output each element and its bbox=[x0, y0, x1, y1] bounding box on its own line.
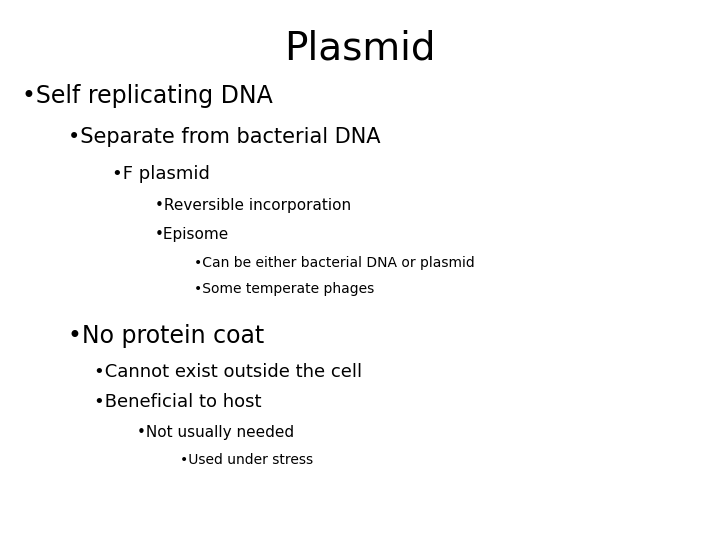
Text: Plasmid: Plasmid bbox=[284, 30, 436, 68]
Text: •Separate from bacterial DNA: •Separate from bacterial DNA bbox=[68, 127, 381, 147]
Text: •Used under stress: •Used under stress bbox=[180, 453, 313, 467]
Text: •F plasmid: •F plasmid bbox=[112, 165, 210, 183]
Text: •Can be either bacterial DNA or plasmid: •Can be either bacterial DNA or plasmid bbox=[194, 256, 475, 271]
Text: •Some temperate phages: •Some temperate phages bbox=[194, 282, 374, 296]
Text: •Self replicating DNA: •Self replicating DNA bbox=[22, 84, 272, 107]
Text: •No protein coat: •No protein coat bbox=[68, 324, 265, 348]
Text: •Episome: •Episome bbox=[155, 227, 229, 242]
Text: •Reversible incorporation: •Reversible incorporation bbox=[155, 198, 351, 213]
Text: •Beneficial to host: •Beneficial to host bbox=[94, 393, 261, 411]
Text: •Not usually needed: •Not usually needed bbox=[137, 425, 294, 440]
Text: •Cannot exist outside the cell: •Cannot exist outside the cell bbox=[94, 363, 361, 381]
